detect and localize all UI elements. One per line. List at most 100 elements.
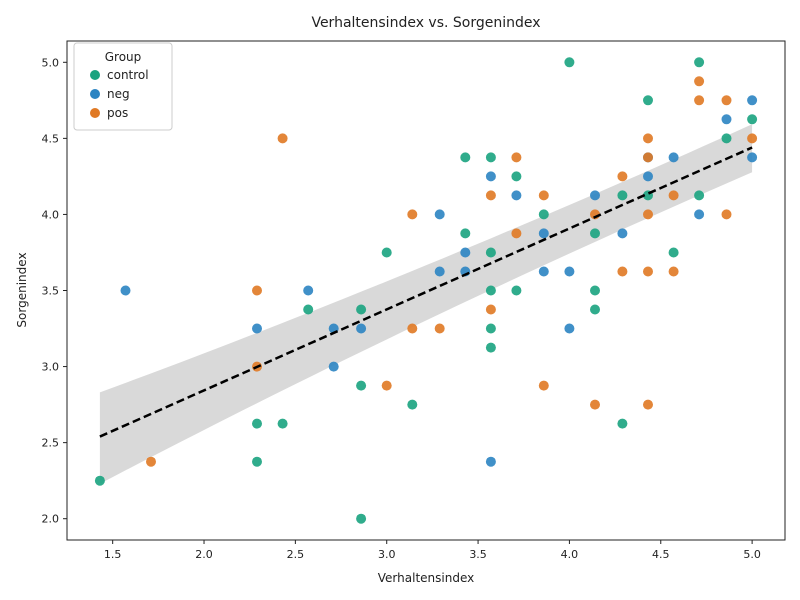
y-tick-label: 4.5 bbox=[42, 132, 60, 145]
data-point-control bbox=[590, 304, 600, 315]
x-tick-label: 3.0 bbox=[378, 548, 396, 561]
x-tick-label: 3.5 bbox=[469, 548, 487, 561]
data-point-neg bbox=[747, 152, 758, 163]
data-point-pos bbox=[538, 190, 549, 201]
data-point-control bbox=[538, 209, 549, 220]
data-point-pos bbox=[617, 266, 628, 277]
chart-title: Verhaltensindex vs. Sorgenindex bbox=[311, 15, 540, 31]
data-point-pos bbox=[643, 152, 653, 163]
data-point-pos bbox=[643, 399, 653, 410]
y-tick-label: 2.0 bbox=[42, 513, 60, 526]
x-tick-label: 1.5 bbox=[104, 548, 122, 561]
data-point-pos bbox=[643, 209, 653, 220]
x-tick-label: 4.0 bbox=[561, 548, 579, 561]
data-point-neg bbox=[747, 95, 758, 106]
data-point-neg bbox=[356, 323, 367, 334]
legend-marker-neg bbox=[90, 89, 100, 99]
legend-box bbox=[73, 42, 173, 131]
data-point-pos bbox=[538, 380, 549, 391]
data-point-pos bbox=[434, 323, 445, 334]
data-point-neg bbox=[668, 152, 679, 163]
y-tick-label: 3.5 bbox=[42, 285, 60, 298]
data-point-control bbox=[460, 152, 471, 163]
legend: Group control neg pos bbox=[73, 42, 173, 131]
confidence-band bbox=[99, 124, 753, 484]
data-point-control bbox=[252, 418, 262, 429]
data-point-pos bbox=[721, 209, 732, 220]
data-point-neg bbox=[485, 171, 496, 182]
data-point-pos bbox=[668, 190, 679, 201]
data-point-control bbox=[590, 228, 600, 239]
data-point-pos bbox=[694, 76, 705, 87]
data-point-pos bbox=[485, 190, 496, 201]
data-point-neg bbox=[434, 266, 445, 277]
data-point-neg bbox=[303, 285, 314, 296]
data-point-pos bbox=[407, 209, 418, 220]
y-tick-label: 4.0 bbox=[42, 208, 60, 221]
data-point-pos bbox=[146, 456, 156, 467]
data-point-control bbox=[356, 304, 367, 315]
legend-label-control: control bbox=[107, 68, 149, 82]
data-point-control bbox=[460, 228, 471, 239]
data-point-neg bbox=[590, 190, 600, 201]
legend-marker-control bbox=[90, 70, 100, 80]
regression-line bbox=[99, 146, 753, 438]
data-point-pos bbox=[668, 266, 679, 277]
data-point-pos bbox=[643, 133, 653, 144]
data-point-control bbox=[617, 190, 628, 201]
data-point-control bbox=[643, 95, 653, 106]
x-axis: 1.5 2.0 2.5 3.0 3.5 4.0 4.5 5.0 bbox=[104, 540, 761, 561]
data-point-neg bbox=[564, 266, 575, 277]
data-point-pos bbox=[617, 171, 628, 182]
data-point-pos bbox=[277, 133, 288, 144]
data-point-pos bbox=[511, 152, 522, 163]
data-point-neg bbox=[538, 266, 549, 277]
data-point-control bbox=[511, 171, 522, 182]
data-point-control bbox=[485, 285, 496, 296]
data-point-neg bbox=[617, 228, 628, 239]
data-point-pos bbox=[485, 304, 496, 315]
data-point-pos bbox=[511, 228, 522, 239]
data-point-neg bbox=[511, 190, 522, 201]
data-point-control bbox=[277, 418, 288, 429]
data-point-control bbox=[485, 342, 496, 353]
plot-area bbox=[94, 57, 758, 524]
data-point-control bbox=[511, 285, 522, 296]
legend-marker-pos bbox=[90, 108, 100, 118]
y-axis-label: Sorgenindex bbox=[15, 252, 29, 327]
data-point-neg bbox=[434, 209, 445, 220]
data-point-pos bbox=[694, 95, 705, 106]
data-point-control bbox=[747, 114, 758, 125]
data-point-control bbox=[564, 57, 575, 68]
x-tick-label: 4.5 bbox=[652, 548, 670, 561]
series-control bbox=[94, 57, 758, 524]
data-point-control bbox=[252, 456, 262, 467]
data-point-neg bbox=[120, 285, 131, 296]
x-tick-label: 5.0 bbox=[743, 548, 761, 561]
data-point-control bbox=[356, 513, 367, 524]
data-point-control bbox=[94, 475, 105, 486]
data-point-neg bbox=[721, 114, 732, 125]
data-point-neg bbox=[485, 456, 496, 467]
data-point-neg bbox=[694, 209, 705, 220]
legend-label-pos: pos bbox=[107, 106, 128, 120]
data-point-pos bbox=[407, 323, 418, 334]
data-point-control bbox=[590, 285, 600, 296]
x-axis-label: Verhaltensindex bbox=[378, 571, 474, 585]
data-point-control bbox=[617, 418, 628, 429]
data-point-neg bbox=[252, 323, 262, 334]
data-point-neg bbox=[564, 323, 575, 334]
data-point-control bbox=[694, 57, 705, 68]
data-point-pos bbox=[252, 285, 262, 296]
x-tick-label: 2.0 bbox=[195, 548, 213, 561]
y-axis: 2.0 2.5 3.0 3.5 4.0 4.5 5.0 bbox=[42, 56, 67, 526]
data-point-neg bbox=[460, 247, 471, 258]
data-point-neg bbox=[643, 171, 653, 182]
data-point-control bbox=[303, 304, 314, 315]
data-point-control bbox=[407, 399, 418, 410]
data-point-control bbox=[668, 247, 679, 258]
data-point-control bbox=[485, 152, 496, 163]
data-point-neg bbox=[328, 361, 339, 372]
y-tick-label: 3.0 bbox=[42, 361, 60, 374]
